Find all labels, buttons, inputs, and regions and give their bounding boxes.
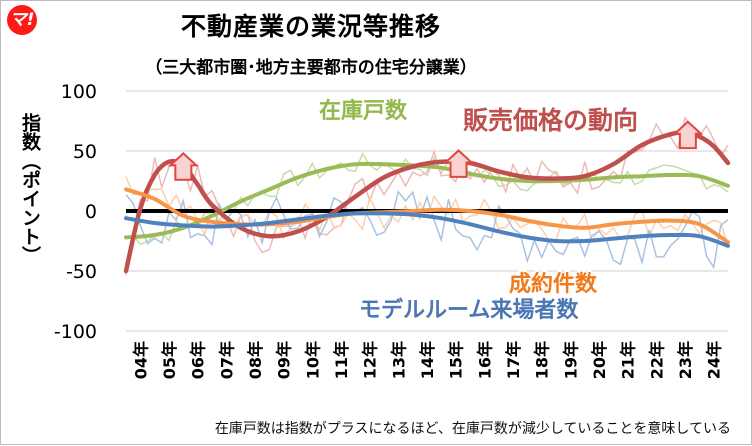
x-tick-label: 06年 [189,341,208,379]
y-tick-label: 50 [73,141,97,163]
series-label: 成約件数 [509,271,598,297]
series-line [124,187,730,245]
y-tick-label: 100 [61,81,97,103]
x-tick-label: 15年 [447,341,466,379]
x-tick-label: 14年 [418,341,437,379]
footnote: 在庫戸数は指数がプラスになるほど、在庫戸数が減少していることを意味している [214,421,731,437]
x-tick-label: 23年 [676,341,695,379]
x-tick-label: 19年 [561,341,580,379]
up-arrow-annotation [672,120,704,150]
x-tick-label: 18年 [533,341,552,379]
x-tick-label: 24年 [705,341,724,379]
series-label: モデルルーム来場者数 [359,297,579,323]
x-tick-label: 08年 [246,341,265,379]
x-tick-label: 16年 [475,341,494,379]
y-axis-label: 指数（ポイント） [19,113,41,265]
x-tick-label: 10年 [303,341,322,379]
x-tick-label: 12年 [361,341,380,379]
chart-subtitle: （三大都市圏･地方主要都市の住宅分譲業） [145,58,477,78]
x-tick-label: 20年 [590,341,609,379]
x-tick-label: 09年 [275,341,294,379]
y-tick-label: -100 [54,321,97,343]
chart-title: 不動産業の業況等推移 [180,12,441,41]
x-tick-label: 17年 [504,341,523,379]
x-tick-label: 05年 [160,341,179,379]
x-tick-label: 13年 [389,341,408,379]
x-tick-label: 22年 [647,341,666,379]
x-tick-label: 21年 [619,341,638,379]
x-tick-label: 04年 [131,341,150,379]
brand-logo: マ! [7,5,37,35]
y-tick-label: 0 [85,201,97,223]
series-label: 在庫戸数 [319,98,408,124]
up-arrow-annotation [442,149,475,178]
series-line [124,211,730,248]
series-line [124,161,730,240]
y-tick-label: -50 [66,261,97,283]
raw-series-line [125,190,729,270]
series-label: 販売価格の動向 [463,106,638,135]
x-tick-label: 11年 [332,341,351,379]
up-arrow-annotation [167,152,199,181]
x-tick-label: 07年 [217,341,236,379]
